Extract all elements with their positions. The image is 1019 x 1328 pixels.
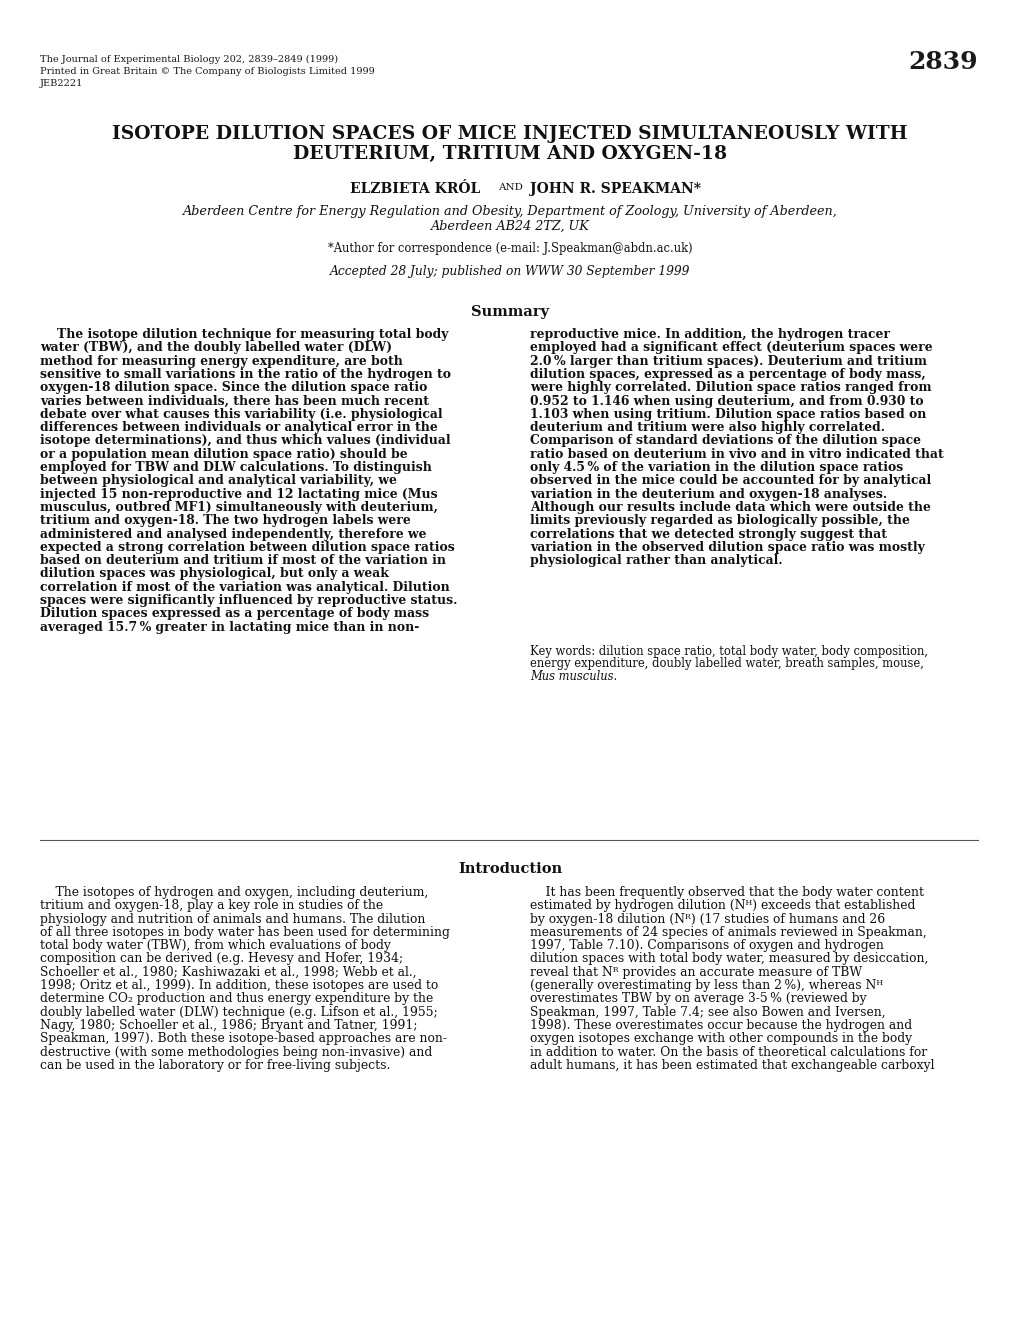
- Text: variation in the observed dilution space ratio was mostly: variation in the observed dilution space…: [530, 540, 924, 554]
- Text: Speakman, 1997, Table 7.4; see also Bowen and Iversen,: Speakman, 1997, Table 7.4; see also Bowe…: [530, 1005, 884, 1019]
- Text: varies between individuals, there has been much recent: varies between individuals, there has be…: [40, 394, 429, 408]
- Text: observed in the mice could be accounted for by analytical: observed in the mice could be accounted …: [530, 474, 930, 487]
- Text: estimated by hydrogen dilution (Nᴴ) exceeds that established: estimated by hydrogen dilution (Nᴴ) exce…: [530, 899, 914, 912]
- Text: 1997, Table 7.10). Comparisons of oxygen and hydrogen: 1997, Table 7.10). Comparisons of oxygen…: [530, 939, 883, 952]
- Text: employed had a significant effect (deuterium spaces were: employed had a significant effect (deute…: [530, 341, 931, 355]
- Text: Mus musculus.: Mus musculus.: [530, 671, 616, 683]
- Text: by oxygen-18 dilution (Nᴿ) (17 studies of humans and 26: by oxygen-18 dilution (Nᴿ) (17 studies o…: [530, 912, 884, 926]
- Text: determine CO₂ production and thus energy expenditure by the: determine CO₂ production and thus energy…: [40, 992, 433, 1005]
- Text: limits previously regarded as biologically possible, the: limits previously regarded as biological…: [530, 514, 909, 527]
- Text: 2839: 2839: [908, 50, 977, 74]
- Text: JEB2221: JEB2221: [40, 78, 84, 88]
- Text: ISOTOPE DILUTION SPACES OF MICE INJECTED SIMULTANEOUSLY WITH: ISOTOPE DILUTION SPACES OF MICE INJECTED…: [112, 125, 907, 143]
- Text: in addition to water. On the basis of theoretical calculations for: in addition to water. On the basis of th…: [530, 1045, 926, 1058]
- Text: tritium and oxygen-18, play a key role in studies of the: tritium and oxygen-18, play a key role i…: [40, 899, 383, 912]
- Text: correlations that we detected strongly suggest that: correlations that we detected strongly s…: [530, 527, 887, 540]
- Text: Dilution spaces expressed as a percentage of body mass: Dilution spaces expressed as a percentag…: [40, 607, 429, 620]
- Text: The isotope dilution technique for measuring total body: The isotope dilution technique for measu…: [40, 328, 448, 341]
- Text: The isotopes of hydrogen and oxygen, including deuterium,: The isotopes of hydrogen and oxygen, inc…: [40, 886, 428, 899]
- Text: only 4.5 % of the variation in the dilution space ratios: only 4.5 % of the variation in the dilut…: [530, 461, 903, 474]
- Text: adult humans, it has been estimated that exchangeable carboxyl: adult humans, it has been estimated that…: [530, 1058, 933, 1072]
- Text: measurements of 24 species of animals reviewed in Speakman,: measurements of 24 species of animals re…: [530, 926, 926, 939]
- Text: DEUTERIUM, TRITIUM AND OXYGEN-18: DEUTERIUM, TRITIUM AND OXYGEN-18: [292, 145, 727, 163]
- Text: 1998; Oritz et al., 1999). In addition, these isotopes are used to: 1998; Oritz et al., 1999). In addition, …: [40, 979, 438, 992]
- Text: of all three isotopes in body water has been used for determining: of all three isotopes in body water has …: [40, 926, 449, 939]
- Text: JOHN R. SPEAKMAN*: JOHN R. SPEAKMAN*: [530, 182, 700, 197]
- Text: based on deuterium and tritium if most of the variation in: based on deuterium and tritium if most o…: [40, 554, 445, 567]
- Text: destructive (with some methodologies being non-invasive) and: destructive (with some methodologies bei…: [40, 1045, 432, 1058]
- Text: ratio based on deuterium in vivo and in vitro indicated that: ratio based on deuterium in vivo and in …: [530, 448, 943, 461]
- Text: administered and analysed independently, therefore we: administered and analysed independently,…: [40, 527, 426, 540]
- Text: correlation if most of the variation was analytical. Dilution: correlation if most of the variation was…: [40, 580, 449, 594]
- Text: Key words: dilution space ratio, total body water, body composition,: Key words: dilution space ratio, total b…: [530, 645, 927, 657]
- Text: Speakman, 1997). Both these isotope-based approaches are non-: Speakman, 1997). Both these isotope-base…: [40, 1032, 446, 1045]
- Text: ELZBIETA KRÓL: ELZBIETA KRÓL: [350, 182, 480, 197]
- Text: energy expenditure, doubly labelled water, breath samples, mouse,: energy expenditure, doubly labelled wate…: [530, 657, 923, 671]
- Text: dilution spaces was physiological, but only a weak: dilution spaces was physiological, but o…: [40, 567, 388, 580]
- Text: doubly labelled water (DLW) technique (e.g. Lifson et al., 1955;: doubly labelled water (DLW) technique (e…: [40, 1005, 437, 1019]
- Text: water (TBW), and the doubly labelled water (DLW): water (TBW), and the doubly labelled wat…: [40, 341, 391, 355]
- Text: 1.103 when using tritium. Dilution space ratios based on: 1.103 when using tritium. Dilution space…: [530, 408, 925, 421]
- Text: Aberdeen AB24 2TZ, UK: Aberdeen AB24 2TZ, UK: [430, 220, 589, 232]
- Text: deuterium and tritium were also highly correlated.: deuterium and tritium were also highly c…: [530, 421, 884, 434]
- Text: oxygen-18 dilution space. Since the dilution space ratio: oxygen-18 dilution space. Since the dilu…: [40, 381, 427, 394]
- Text: The Journal of Experimental Biology 202, 2839–2849 (1999): The Journal of Experimental Biology 202,…: [40, 54, 337, 64]
- Text: injected 15 non-reproductive and 12 lactating mice (Mus: injected 15 non-reproductive and 12 lact…: [40, 487, 437, 501]
- Text: spaces were significantly influenced by reproductive status.: spaces were significantly influenced by …: [40, 594, 457, 607]
- Text: Schoeller et al., 1980; Kashiwazaki et al., 1998; Webb et al.,: Schoeller et al., 1980; Kashiwazaki et a…: [40, 965, 416, 979]
- Text: Aberdeen Centre for Energy Regulation and Obesity, Department of Zoology, Univer: Aberdeen Centre for Energy Regulation an…: [182, 205, 837, 218]
- Text: AND: AND: [497, 183, 522, 193]
- Text: 1998). These overestimates occur because the hydrogen and: 1998). These overestimates occur because…: [530, 1019, 911, 1032]
- Text: total body water (TBW), from which evaluations of body: total body water (TBW), from which evalu…: [40, 939, 390, 952]
- Text: Accepted 28 July; published on WWW 30 September 1999: Accepted 28 July; published on WWW 30 Se…: [329, 266, 690, 278]
- Text: between physiological and analytical variability, we: between physiological and analytical var…: [40, 474, 396, 487]
- Text: sensitive to small variations in the ratio of the hydrogen to: sensitive to small variations in the rat…: [40, 368, 450, 381]
- Text: can be used in the laboratory or for free-living subjects.: can be used in the laboratory or for fre…: [40, 1058, 390, 1072]
- Text: Nagy, 1980; Schoeller et al., 1986; Bryant and Tatner, 1991;: Nagy, 1980; Schoeller et al., 1986; Brya…: [40, 1019, 417, 1032]
- Text: Comparison of standard deviations of the dilution space: Comparison of standard deviations of the…: [530, 434, 920, 448]
- Text: were highly correlated. Dilution space ratios ranged from: were highly correlated. Dilution space r…: [530, 381, 930, 394]
- Text: variation in the deuterium and oxygen-18 analyses.: variation in the deuterium and oxygen-18…: [530, 487, 887, 501]
- Text: 2.0 % larger than tritium spaces). Deuterium and tritium: 2.0 % larger than tritium spaces). Deute…: [530, 355, 926, 368]
- Text: reproductive mice. In addition, the hydrogen tracer: reproductive mice. In addition, the hydr…: [530, 328, 890, 341]
- Text: dilution spaces, expressed as a percentage of body mass,: dilution spaces, expressed as a percenta…: [530, 368, 925, 381]
- Text: method for measuring energy expenditure, are both: method for measuring energy expenditure,…: [40, 355, 403, 368]
- Text: debate over what causes this variability (i.e. physiological: debate over what causes this variability…: [40, 408, 442, 421]
- Text: (generally overestimating by less than 2 %), whereas Nᴴ: (generally overestimating by less than 2…: [530, 979, 882, 992]
- Text: reveal that Nᴿ provides an accurate measure of TBW: reveal that Nᴿ provides an accurate meas…: [530, 965, 861, 979]
- Text: employed for TBW and DLW calculations. To distinguish: employed for TBW and DLW calculations. T…: [40, 461, 431, 474]
- Text: It has been frequently observed that the body water content: It has been frequently observed that the…: [530, 886, 923, 899]
- Text: tritium and oxygen-18. The two hydrogen labels were: tritium and oxygen-18. The two hydrogen …: [40, 514, 411, 527]
- Text: composition can be derived (e.g. Hevesy and Hofer, 1934;: composition can be derived (e.g. Hevesy …: [40, 952, 403, 965]
- Text: *Author for correspondence (e-mail: J.Speakman@abdn.ac.uk): *Author for correspondence (e-mail: J.Sp…: [327, 242, 692, 255]
- Text: averaged 15.7 % greater in lactating mice than in non-: averaged 15.7 % greater in lactating mic…: [40, 620, 419, 633]
- Text: differences between individuals or analytical error in the: differences between individuals or analy…: [40, 421, 437, 434]
- Text: overestimates TBW by on average 3-5 % (reviewed by: overestimates TBW by on average 3-5 % (r…: [530, 992, 866, 1005]
- Text: 0.952 to 1.146 when using deuterium, and from 0.930 to: 0.952 to 1.146 when using deuterium, and…: [530, 394, 923, 408]
- Text: oxygen isotopes exchange with other compounds in the body: oxygen isotopes exchange with other comp…: [530, 1032, 911, 1045]
- Text: Printed in Great Britain © The Company of Biologists Limited 1999: Printed in Great Britain © The Company o…: [40, 66, 374, 76]
- Text: dilution spaces with total body water, measured by desiccation,: dilution spaces with total body water, m…: [530, 952, 927, 965]
- Text: or a population mean dilution space ratio) should be: or a population mean dilution space rati…: [40, 448, 408, 461]
- Text: expected a strong correlation between dilution space ratios: expected a strong correlation between di…: [40, 540, 454, 554]
- Text: Although our results include data which were outside the: Although our results include data which …: [530, 501, 930, 514]
- Text: physiology and nutrition of animals and humans. The dilution: physiology and nutrition of animals and …: [40, 912, 425, 926]
- Text: musculus, outbred MF1) simultaneously with deuterium,: musculus, outbred MF1) simultaneously wi…: [40, 501, 437, 514]
- Text: physiological rather than analytical.: physiological rather than analytical.: [530, 554, 782, 567]
- Text: Introduction: Introduction: [458, 862, 561, 876]
- Text: isotope determinations), and thus which values (individual: isotope determinations), and thus which …: [40, 434, 450, 448]
- Text: Summary: Summary: [471, 305, 548, 319]
